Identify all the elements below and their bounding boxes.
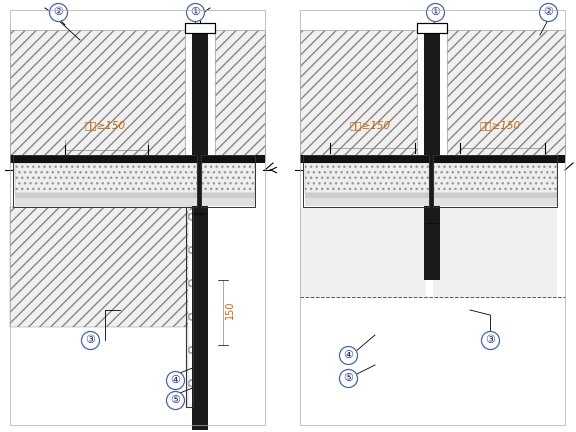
Text: 翻包≥150: 翻包≥150 — [479, 120, 521, 130]
Bar — [300, 155, 431, 163]
Text: 翻包≥150: 翻包≥150 — [85, 120, 126, 130]
Bar — [202, 193, 255, 198]
Bar — [215, 30, 265, 160]
Bar — [202, 198, 255, 206]
Bar — [15, 198, 197, 206]
Bar — [300, 207, 426, 297]
Bar — [300, 10, 565, 425]
Bar — [15, 193, 197, 198]
Bar — [15, 163, 197, 193]
Bar — [433, 155, 565, 163]
Bar — [434, 163, 557, 193]
Bar — [417, 23, 447, 33]
Bar — [433, 207, 557, 297]
Bar — [424, 30, 440, 280]
Bar — [434, 193, 557, 198]
Text: ②: ② — [543, 7, 553, 17]
Text: ②: ② — [53, 7, 63, 17]
Bar — [13, 155, 197, 207]
Text: ①: ① — [430, 7, 440, 17]
Bar — [10, 10, 265, 425]
Bar — [426, 30, 438, 230]
Bar — [186, 207, 193, 407]
Bar — [201, 155, 255, 207]
Bar — [185, 23, 215, 33]
Text: ④: ④ — [170, 375, 180, 385]
Bar — [192, 30, 208, 430]
Bar — [305, 163, 429, 193]
Bar — [194, 30, 206, 230]
Bar — [417, 23, 447, 33]
Bar — [300, 30, 417, 160]
Bar — [10, 30, 185, 160]
Bar — [188, 210, 193, 405]
Bar — [305, 193, 429, 198]
Bar — [202, 163, 255, 193]
Text: ③: ③ — [485, 335, 495, 345]
Bar — [300, 300, 565, 430]
Bar — [433, 155, 557, 207]
Bar — [10, 155, 199, 163]
Bar — [185, 23, 215, 33]
Bar — [10, 207, 194, 327]
Text: ③: ③ — [85, 335, 95, 345]
Bar — [434, 198, 557, 206]
Bar — [303, 155, 429, 207]
Text: ⑤: ⑤ — [170, 395, 180, 405]
Text: ⑤: ⑤ — [343, 373, 353, 383]
Text: ④: ④ — [343, 350, 353, 360]
Bar — [10, 207, 194, 327]
Text: 150: 150 — [225, 301, 235, 319]
Text: ①: ① — [190, 7, 200, 17]
Bar — [447, 30, 565, 160]
Bar — [305, 198, 429, 206]
Bar — [201, 155, 265, 163]
Bar — [10, 330, 195, 430]
Text: 翻包≥150: 翻包≥150 — [350, 120, 391, 130]
